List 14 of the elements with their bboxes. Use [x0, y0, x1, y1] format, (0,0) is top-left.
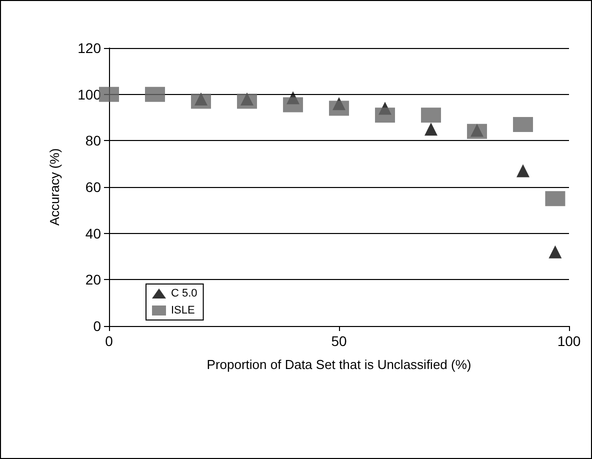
y-tick-label: 60 [85, 179, 102, 195]
x-tick-label: 0 [105, 333, 114, 349]
x-tick-label: 50 [331, 333, 347, 349]
x-tick-label: 100 [557, 333, 581, 349]
y-tick-label: 120 [78, 40, 102, 56]
legend-label: ISLE [171, 304, 195, 316]
y-tick-label: 0 [93, 318, 102, 334]
y-tick-label: 80 [85, 132, 102, 149]
x-axis-title: Proportion of Data Set that is Unclassified (%) [206, 357, 472, 372]
y-tick-label: 100 [78, 86, 102, 102]
y-axis-title: Accuracy (%) [47, 148, 62, 226]
legend-label: C 5.0 [171, 288, 198, 300]
y-tick-label: 40 [85, 225, 102, 242]
y-tick-label: 20 [85, 272, 102, 288]
